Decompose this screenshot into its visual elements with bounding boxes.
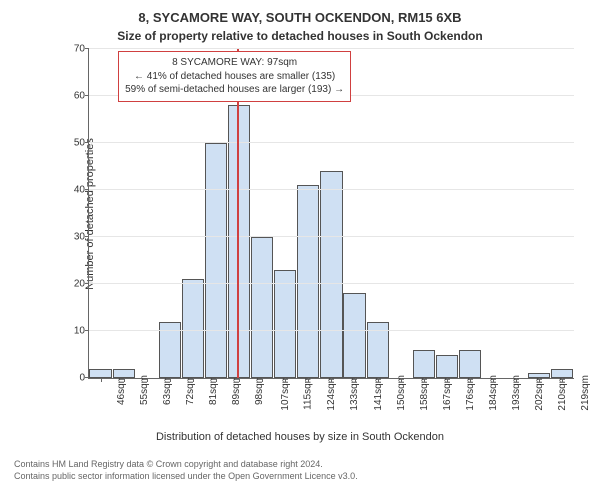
bar — [251, 237, 273, 378]
bar — [436, 355, 458, 379]
title-main: 8, SYCAMORE WAY, SOUTH OCKENDON, RM15 6X… — [14, 10, 586, 25]
xtick-mark — [101, 378, 102, 382]
xtick-mark — [470, 378, 471, 382]
xtick-mark — [401, 378, 402, 382]
bar — [297, 185, 319, 378]
annotation-line: 8 SYCAMORE WAY: 97sqm — [125, 56, 344, 70]
ytick-mark — [85, 48, 89, 49]
ytick-mark — [85, 236, 89, 237]
gridline — [89, 48, 574, 49]
ytick-label: 20 — [61, 279, 85, 290]
xtick-mark — [516, 378, 517, 382]
bar-slot: 202sqm — [505, 49, 528, 378]
gridline — [89, 330, 574, 331]
xtick-mark — [308, 378, 309, 382]
bar — [320, 171, 342, 378]
xtick-mark — [239, 378, 240, 382]
ytick-mark — [85, 330, 89, 331]
bar — [459, 350, 481, 378]
footer-line-1: Contains HM Land Registry data © Crown c… — [14, 459, 586, 471]
bar — [228, 105, 250, 378]
gridline — [89, 283, 574, 284]
ytick-label: 40 — [61, 185, 85, 196]
bar-slot: 176sqm — [435, 49, 458, 378]
xtick-label: 89sqm — [231, 375, 242, 405]
xtick-mark — [193, 378, 194, 382]
title-sub: Size of property relative to detached ho… — [14, 29, 586, 43]
bar — [89, 369, 111, 378]
plot: 46sqm55sqm63sqm72sqm81sqm89sqm98sqm107sq… — [88, 49, 574, 379]
ytick-label: 70 — [61, 44, 85, 55]
gridline — [89, 236, 574, 237]
ytick-label: 60 — [61, 91, 85, 102]
xtick-mark — [331, 378, 332, 382]
xtick-mark — [262, 378, 263, 382]
xtick-label: 98sqm — [254, 375, 265, 405]
annotation-line: ← 41% of detached houses are smaller (13… — [125, 70, 344, 84]
bar — [113, 369, 135, 378]
titles: 8, SYCAMORE WAY, SOUTH OCKENDON, RM15 6X… — [14, 10, 586, 43]
xtick-mark — [493, 378, 494, 382]
xtick-mark — [539, 378, 540, 382]
footer: Contains HM Land Registry data © Crown c… — [14, 459, 586, 482]
bar — [182, 279, 204, 378]
bar-slot: 184sqm — [459, 49, 482, 378]
xtick-label: 55sqm — [139, 375, 150, 405]
bar — [205, 143, 227, 378]
x-axis-label: Distribution of detached houses by size … — [14, 431, 586, 443]
xtick-mark — [562, 378, 563, 382]
ytick-label: 30 — [61, 232, 85, 243]
ytick-label: 50 — [61, 138, 85, 149]
bar-slot: 193sqm — [482, 49, 505, 378]
xtick-mark — [285, 378, 286, 382]
ytick-mark — [85, 283, 89, 284]
xtick-mark — [447, 378, 448, 382]
bar-slot: 158sqm — [389, 49, 412, 378]
gridline — [89, 189, 574, 190]
bar — [343, 293, 365, 378]
ytick-label: 0 — [61, 373, 85, 384]
xtick-label: 81sqm — [208, 375, 219, 405]
xtick-label: 63sqm — [162, 375, 173, 405]
xtick-mark — [424, 378, 425, 382]
bar-slot: 46sqm — [89, 49, 112, 378]
bar-slot: 219sqm — [551, 49, 574, 378]
gridline — [89, 142, 574, 143]
xtick-mark — [124, 378, 125, 382]
bar-slot: 150sqm — [366, 49, 389, 378]
bar — [274, 270, 296, 378]
ytick-mark — [85, 377, 89, 378]
xtick-mark — [378, 378, 379, 382]
bar — [413, 350, 435, 378]
ytick-mark — [85, 189, 89, 190]
xtick-label: 46sqm — [116, 375, 127, 405]
footer-line-2: Contains public sector information licen… — [14, 471, 586, 483]
annotation-line: 59% of semi-detached houses are larger (… — [125, 83, 344, 97]
chart-container: 8, SYCAMORE WAY, SOUTH OCKENDON, RM15 6X… — [0, 0, 600, 500]
ytick-label: 10 — [61, 326, 85, 337]
xtick-label: 219sqm — [580, 375, 591, 411]
ytick-mark — [85, 95, 89, 96]
xtick-mark — [355, 378, 356, 382]
xtick-mark — [216, 378, 217, 382]
bar-slot: 210sqm — [528, 49, 551, 378]
ytick-mark — [85, 142, 89, 143]
xtick-label: 72sqm — [185, 375, 196, 405]
xtick-mark — [147, 378, 148, 382]
bar — [551, 369, 573, 378]
annotation-box: 8 SYCAMORE WAY: 97sqm← 41% of detached h… — [118, 51, 351, 102]
xtick-mark — [170, 378, 171, 382]
bar-slot: 167sqm — [412, 49, 435, 378]
plot-area: Number of detached properties 46sqm55sqm… — [64, 49, 574, 379]
